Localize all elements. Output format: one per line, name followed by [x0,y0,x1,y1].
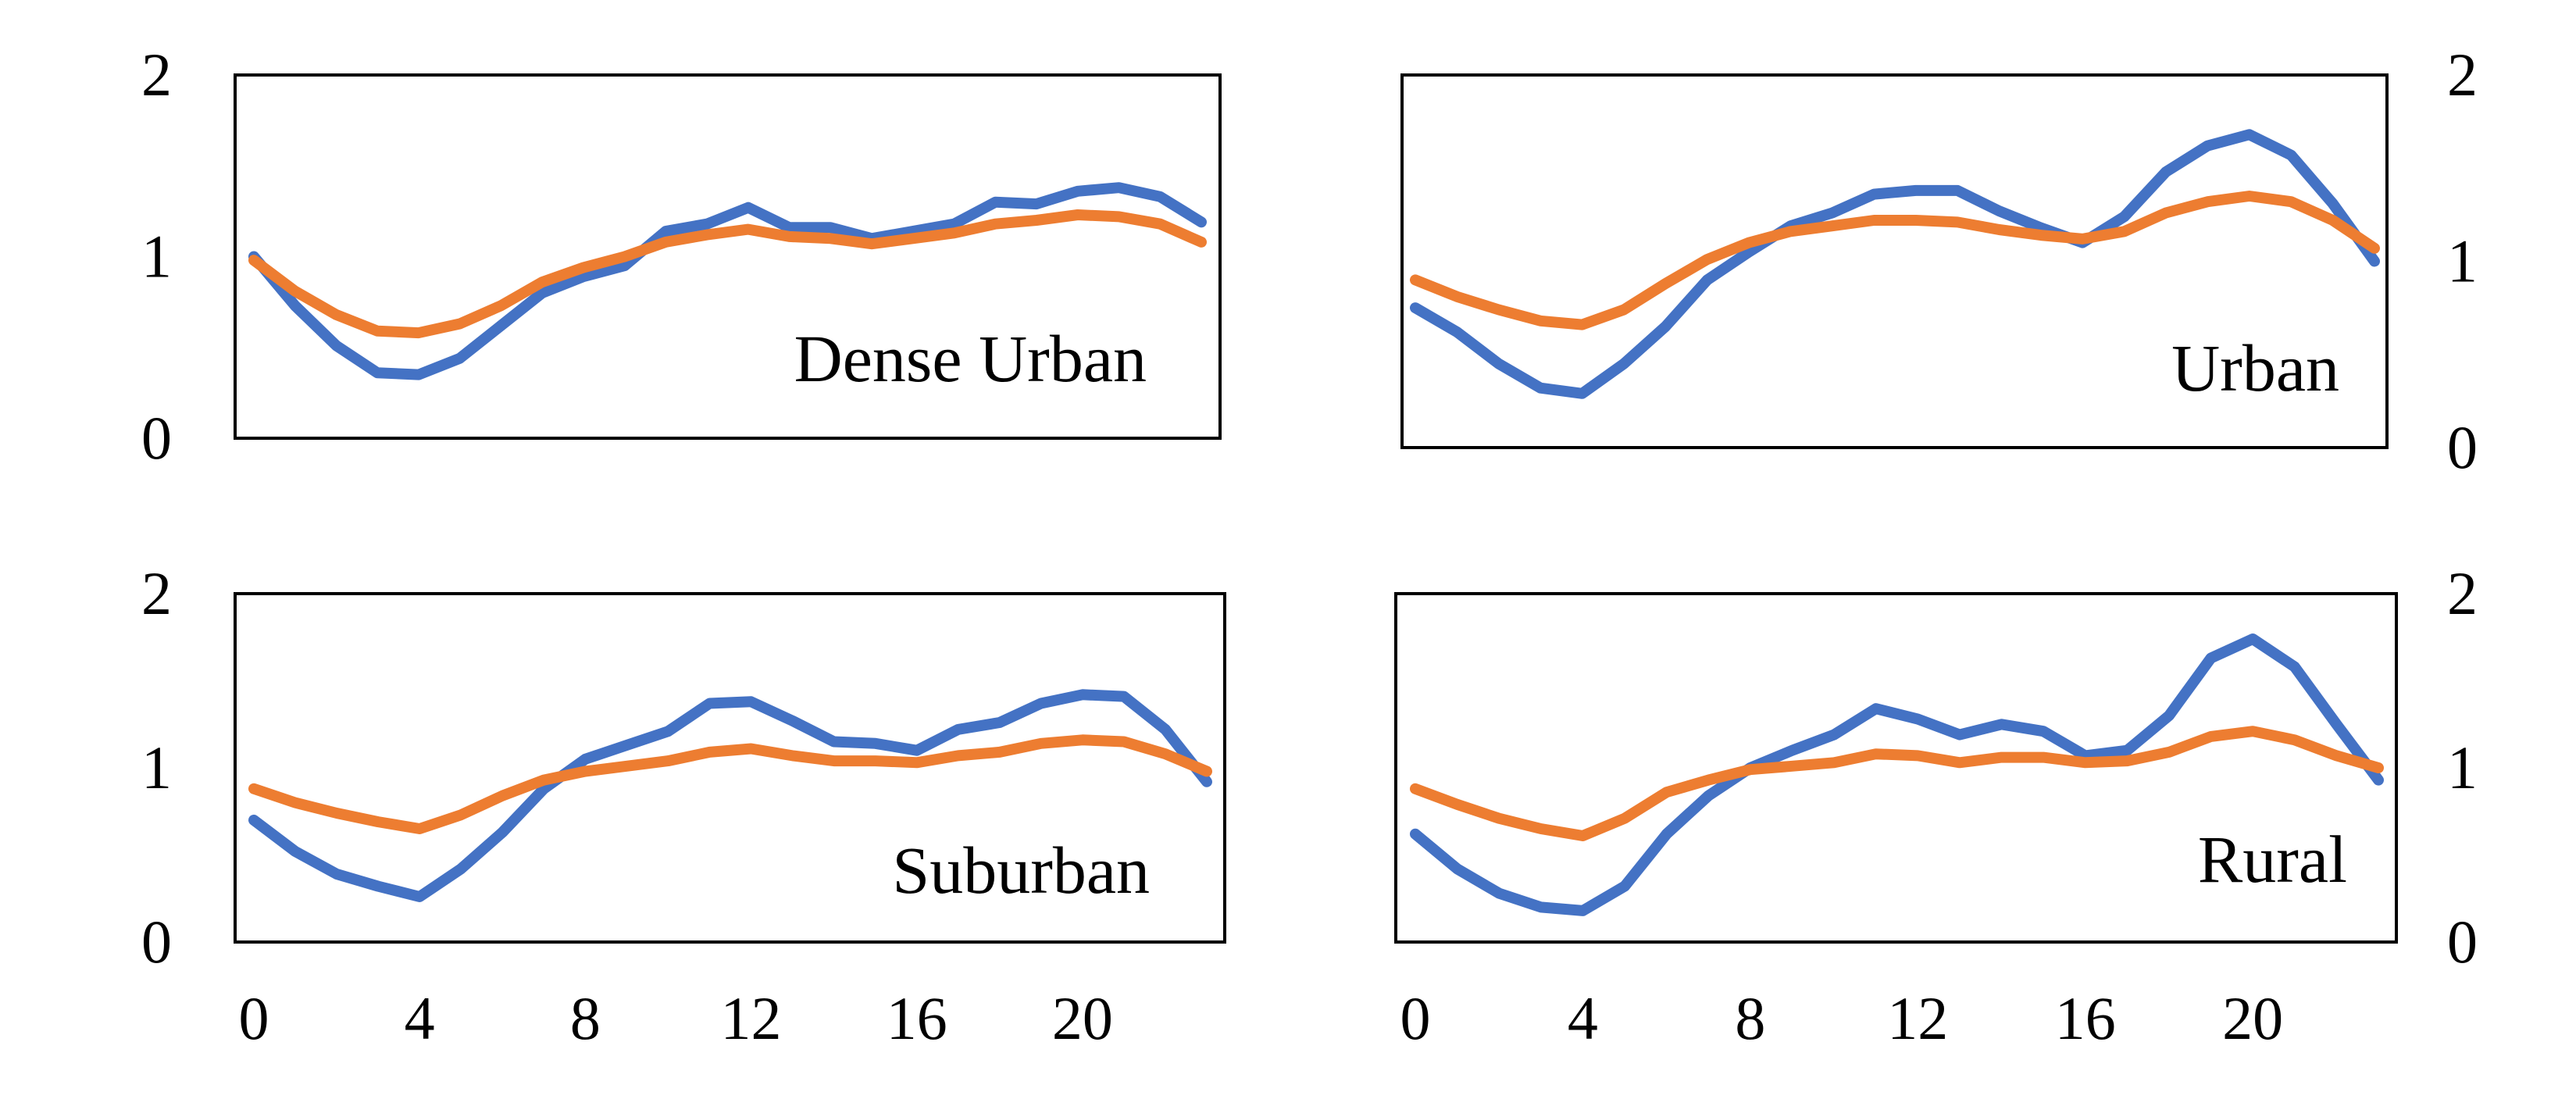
plot-frame [1400,73,2389,449]
x-tick-label: 0 [1400,984,1431,1052]
x-tick-label: 20 [2222,984,2283,1052]
y-tick-label: 1 [2447,733,2478,801]
y-tick-label: 1 [141,223,172,291]
x-tick-label: 8 [1735,984,1765,1052]
x-tick-label: 16 [2055,984,2116,1052]
series-line-2 [1410,191,2380,330]
y-tick-label: 2 [2447,559,2478,627]
panel-label: Suburban [892,833,1150,908]
series-line-1 [1410,633,2384,916]
x-tick-label: 12 [721,984,782,1052]
series-line-1 [1410,129,2380,399]
panel-urban: 0 1 2 Urban [1400,41,2478,481]
y-tick-label: 0 [2447,413,2478,481]
panel-label: Dense Urban [794,321,1147,396]
panel-dense-urban: 0 1 2 Dense Urban [141,41,1222,472]
x-tick-label: 8 [570,984,601,1052]
series-line-2 [248,209,1207,339]
y-tick-label: 2 [141,41,172,109]
series-line-2 [1410,726,2384,841]
x-tick-label: 4 [1568,984,1598,1052]
series-line-2 [248,734,1212,834]
plot-frame [234,592,1226,944]
y-tick-label: 1 [2447,227,2478,295]
x-tick-label: 16 [887,984,947,1052]
y-tick-label: 0 [141,908,172,976]
panel-label: Urban [2171,330,2339,405]
y-tick-label: 1 [141,733,172,801]
y-tick-label: 2 [2447,41,2478,109]
panel-label: Rural [2198,822,2347,897]
y-tick-label: 0 [141,404,172,472]
plot-frame [1394,592,2398,944]
y-tick-label: 2 [141,559,172,627]
x-tick-label: 12 [1887,984,1948,1052]
plot-frame [234,73,1222,440]
series-line-1 [248,182,1207,380]
x-tick-label: 0 [239,984,269,1052]
x-tick-label: 20 [1052,984,1113,1052]
series-line-1 [248,689,1212,902]
y-tick-label: 0 [2447,908,2478,976]
x-tick-label: 4 [405,984,435,1052]
